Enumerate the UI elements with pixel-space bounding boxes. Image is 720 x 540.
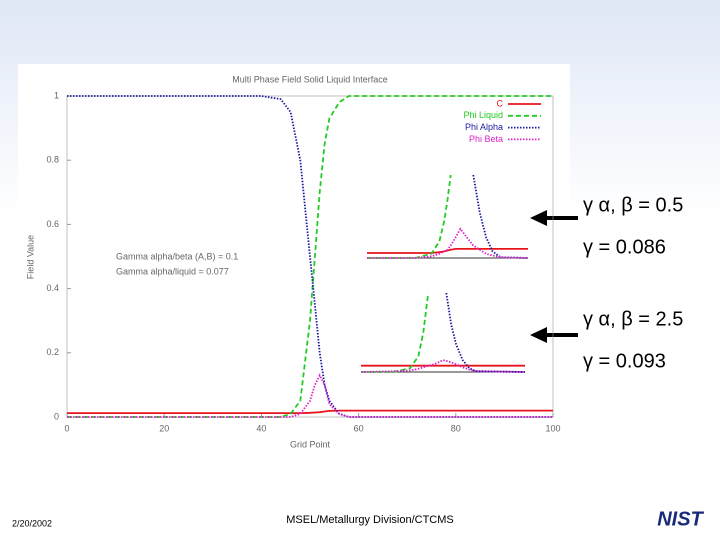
y-axis-label: Field Value <box>25 235 35 279</box>
chart-title: Multi Phase Field Solid Liquid Interface <box>232 74 388 84</box>
chart-panel <box>18 64 570 456</box>
inset-label: γ α, β = 2.5 <box>583 308 683 330</box>
inset-line <box>445 292 526 373</box>
footer-center: MSEL/Metallurgy Division/CTCMS <box>286 514 453 526</box>
logo: NIST <box>657 508 704 530</box>
series-line <box>67 373 553 418</box>
legend-label: Phi Beta <box>469 134 503 144</box>
x-tick-label: 40 <box>256 423 266 433</box>
x-tick-label: 80 <box>451 423 461 433</box>
series-line <box>67 95 553 418</box>
inset-line <box>360 359 526 373</box>
y-tick-label: 0 <box>54 411 59 421</box>
inset-label: γ α, β = 0.5 <box>583 194 683 216</box>
inset-sublabel: γ = 0.093 <box>583 350 666 372</box>
y-tick-label: 0.6 <box>46 219 59 229</box>
annotation: Gamma alpha/beta (A,B) = 0.1 <box>116 251 238 261</box>
annotation: Gamma alpha/liquid = 0.077 <box>116 266 229 276</box>
x-tick-label: 20 <box>159 423 169 433</box>
x-axis-label: Grid Point <box>290 439 331 449</box>
y-tick-label: 1 <box>54 90 59 100</box>
footer-date: 2/20/2002 <box>12 518 52 528</box>
y-tick-label: 0.4 <box>46 283 59 293</box>
inset-sublabel: γ = 0.086 <box>583 236 666 258</box>
inset-line <box>367 248 528 254</box>
y-tick-label: 0.2 <box>46 347 59 357</box>
x-tick-label: 0 <box>64 423 69 433</box>
y-tick-label: 0.8 <box>46 155 59 165</box>
x-tick-label: 60 <box>354 423 364 433</box>
legend-label: Phi Alpha <box>465 122 503 132</box>
legend-label: C <box>497 98 504 108</box>
plot-frame <box>66 95 554 418</box>
series-line <box>67 409 553 414</box>
arrows <box>530 210 578 343</box>
legend-label: Phi Liquid <box>463 110 503 120</box>
x-tick-label: 100 <box>545 423 560 433</box>
